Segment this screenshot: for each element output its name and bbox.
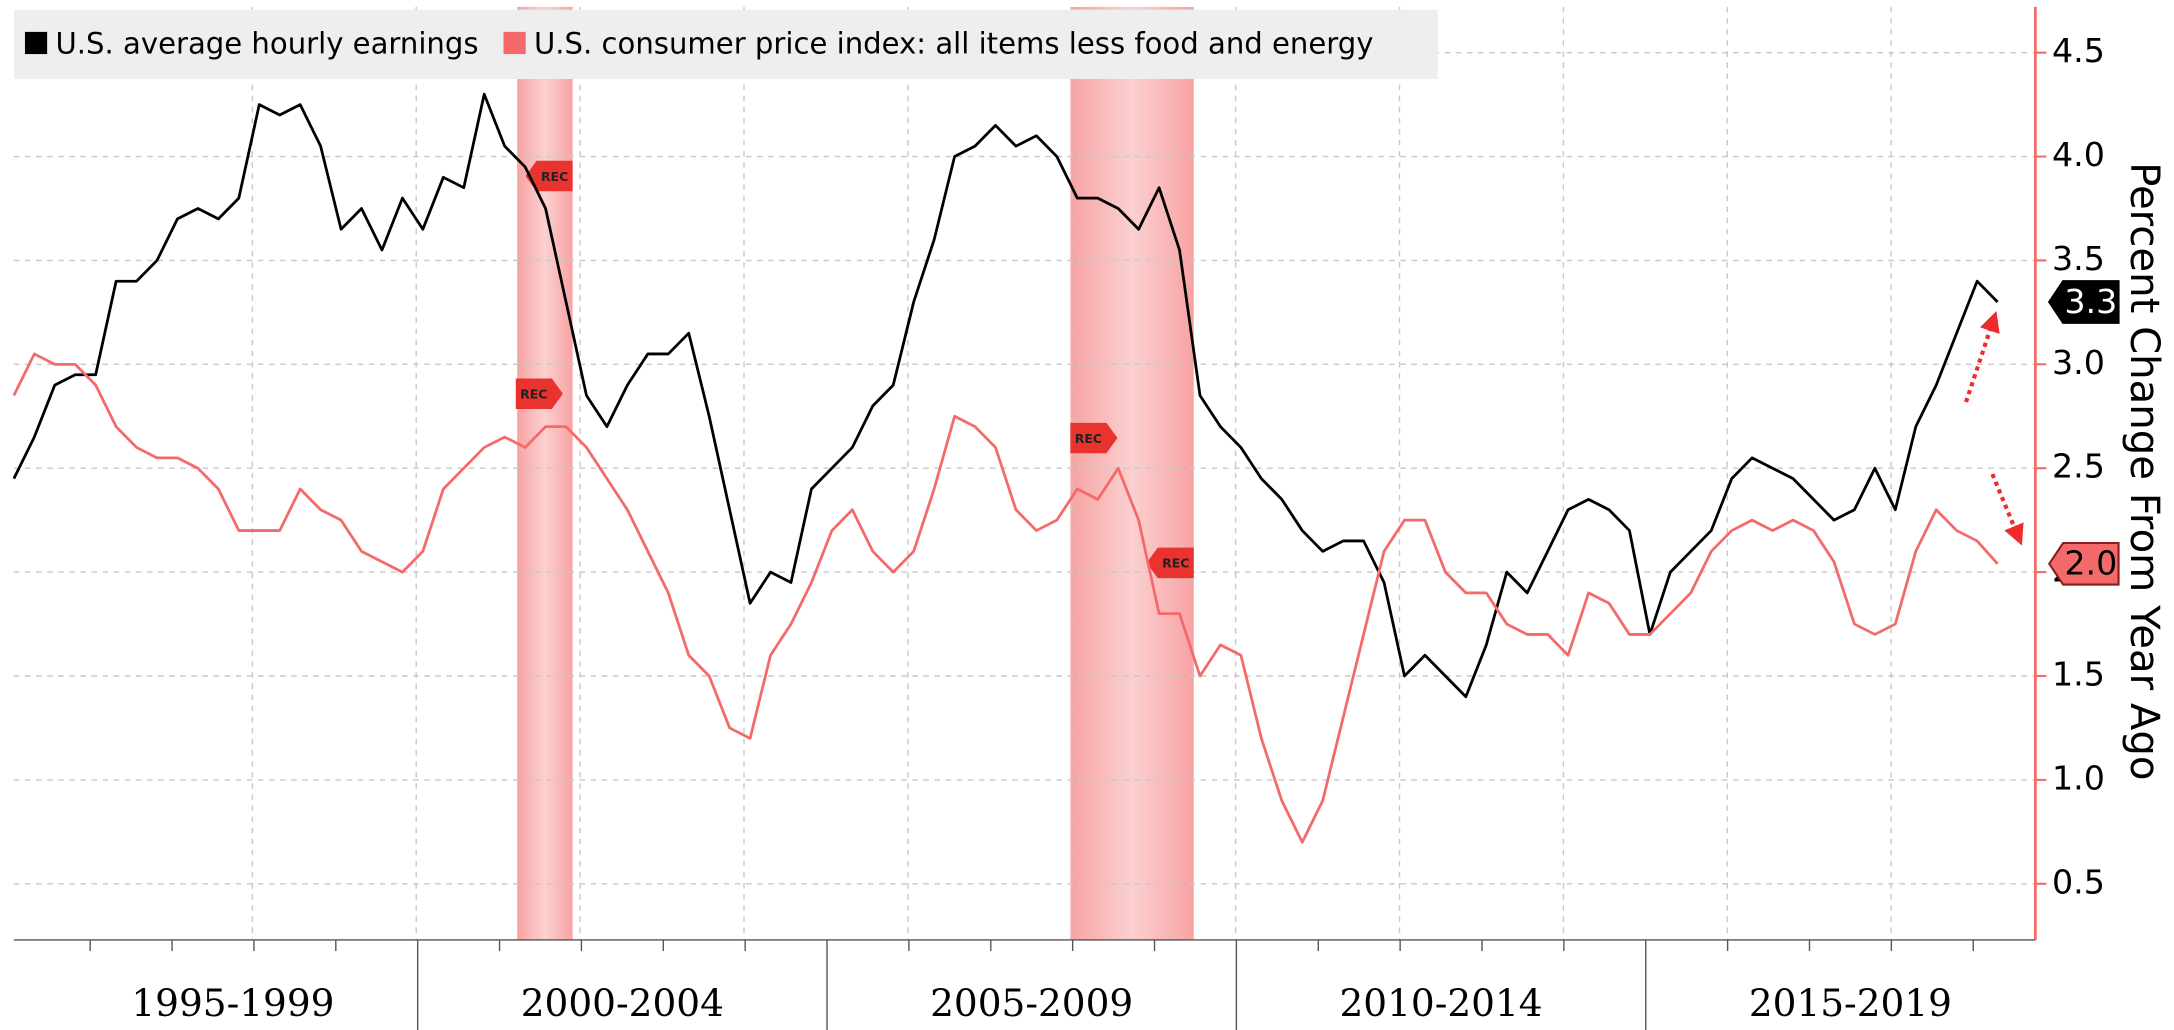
x-tick-label: 2015-2019	[1749, 981, 1952, 1025]
y-tick-label: 4.5	[2052, 31, 2105, 70]
recession-band	[1070, 6, 1194, 940]
rec-label: REC	[1075, 431, 1102, 446]
trend-arrow	[1990, 473, 2024, 546]
rec-flag	[515, 378, 563, 409]
x-tick-label: 2005-2009	[930, 981, 1133, 1025]
rec-label: REC	[520, 387, 547, 402]
legend-box	[13, 9, 1438, 80]
last-value-label: 3.3	[2064, 282, 2117, 321]
y-tick-label: 0.5	[2052, 862, 2105, 901]
rec-label: REC	[541, 169, 568, 184]
background-layer	[13, 6, 2036, 940]
legend-swatch	[24, 31, 48, 55]
legend-swatch	[503, 31, 526, 55]
x-tick-label: 2000-2004	[521, 981, 724, 1025]
recession-band	[517, 6, 573, 940]
last-value-box	[2047, 280, 2120, 324]
trend-arrow	[1964, 310, 2000, 403]
y-tick-label: 2.5	[2052, 447, 2105, 486]
last-value-label: 2.0	[2064, 544, 2117, 583]
rec-flag	[525, 160, 573, 192]
rec-flag	[1146, 547, 1194, 579]
legend: U.S. average hourly earnings U.S. consume…	[13, 9, 1438, 80]
legend-label: U.S. consumer price index: all items les…	[534, 27, 1373, 61]
y-tick-label: 1.0	[2052, 758, 2105, 797]
series-line	[12, 92, 1999, 699]
rec-flag	[1070, 422, 1118, 454]
y-tick-label: 3.5	[2052, 239, 2105, 278]
y-axis-label: Percent Change From Year Ago	[2121, 162, 2167, 780]
x-tick-label: 2010-2014	[1339, 981, 1542, 1025]
y-tick-label: 1.5	[2052, 655, 2105, 694]
x-tick-label: 1995-1999	[131, 981, 334, 1025]
legend-label: U.S. average hourly earnings	[55, 27, 478, 61]
series-line	[12, 352, 1999, 844]
y-tick-label: 4.0	[2052, 135, 2105, 174]
rec-label: REC	[1162, 556, 1189, 571]
last-value-box	[2047, 541, 2120, 586]
y-tick-label: 3.0	[2052, 343, 2105, 382]
